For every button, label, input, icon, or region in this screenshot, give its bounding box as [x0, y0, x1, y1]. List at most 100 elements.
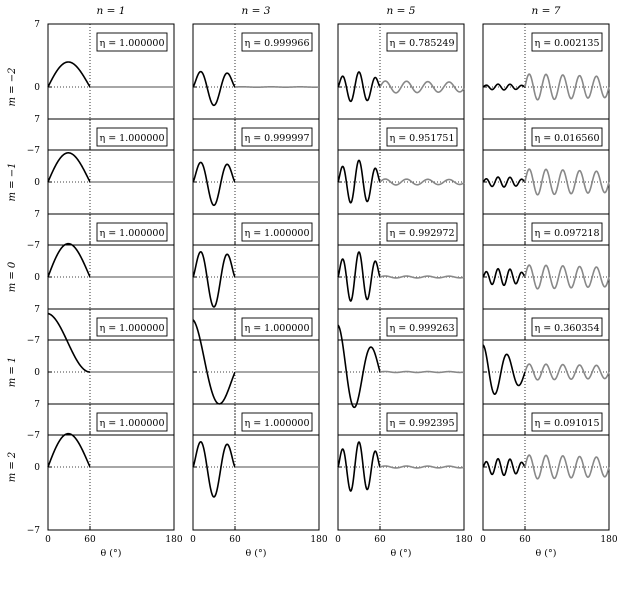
outside-curve: [524, 73, 610, 101]
y-tick-label: 7: [34, 210, 40, 220]
y-tick-label: −7: [27, 146, 41, 156]
inside-curve: [192, 319, 236, 405]
inside-curve: [192, 70, 236, 107]
panel: η = 0.992972: [337, 213, 465, 341]
inside-curve: [47, 242, 91, 278]
panel: η = 1.000000: [192, 403, 320, 531]
x-tick-label: 0: [190, 535, 196, 545]
eta-label: η = 1.000000: [99, 323, 164, 334]
eta-box: [386, 222, 458, 242]
eta-box: [531, 32, 603, 52]
eta-label: η = 0.016560: [534, 133, 599, 144]
eta-label: η = 0.999263: [389, 323, 454, 334]
eta-label: η = 0.992395: [389, 418, 454, 429]
eta-label: η = 1.000000: [244, 418, 309, 429]
x-axis-label: θ (°): [246, 548, 267, 559]
inside-curve: [47, 61, 91, 88]
y-tick-label: 7: [34, 305, 40, 315]
eta-box: [241, 32, 313, 52]
eta-box: [241, 127, 313, 147]
x-tick-label: 60: [229, 535, 241, 545]
panel: η = 1.000000: [47, 308, 175, 436]
eta-label: η = 1.000000: [99, 133, 164, 144]
eta-box: [96, 222, 168, 242]
x-tick-label: 180: [165, 535, 182, 545]
outside-curve: [379, 465, 465, 469]
eta-box: [241, 317, 313, 337]
x-axis-label: θ (°): [101, 548, 122, 559]
eta-label: η = 0.785249: [389, 38, 454, 49]
panel: η = 0.360354: [482, 308, 610, 436]
eta-box: [386, 127, 458, 147]
inside-curve: [337, 251, 381, 302]
outside-curve: [524, 168, 610, 196]
y-tick-label: 7: [34, 400, 40, 410]
x-tick-label: 0: [335, 535, 341, 545]
eta-box: [96, 32, 168, 52]
eta-box: [241, 222, 313, 242]
y-tick-label: 7: [34, 115, 40, 125]
eta-label: η = 0.097218: [534, 228, 599, 239]
inside-curve: [482, 83, 526, 91]
eta-label: η = 0.992972: [389, 228, 454, 239]
column-label: n = 5: [387, 5, 416, 17]
column-label: n = 1: [97, 5, 126, 17]
x-tick-label: 60: [374, 535, 386, 545]
x-tick-label: 180: [310, 535, 327, 545]
eta-box: [386, 412, 458, 432]
row-label: m = 2: [7, 452, 18, 483]
eta-label: η = 1.000000: [99, 418, 164, 429]
x-axis-label: θ (°): [536, 548, 557, 559]
panel: η = 1.000000: [192, 213, 320, 341]
y-tick-label: −7: [27, 336, 41, 346]
eta-box: [531, 412, 603, 432]
inside-curve: [47, 432, 91, 468]
panel: η = 1.000000: [47, 213, 175, 341]
inside-curve: [337, 71, 381, 103]
eta-box: [96, 412, 168, 432]
row-label: m = 0: [7, 261, 18, 292]
x-tick-label: 0: [480, 535, 486, 545]
x-tick-label: 60: [84, 535, 96, 545]
panel: η = 0.992395: [337, 403, 465, 531]
panel: η = 0.999263: [337, 308, 465, 436]
panel: η = 0.002135: [482, 23, 610, 151]
eta-box: [386, 32, 458, 52]
y-tick-label: −7: [27, 241, 41, 251]
eta-box: [531, 317, 603, 337]
y-tick-label: 0: [34, 463, 40, 473]
inside-curve: [47, 312, 91, 373]
eta-label: η = 1.000000: [99, 38, 164, 49]
outside-curve: [379, 275, 465, 279]
y-tick-label: 0: [34, 178, 40, 188]
panel: η = 0.091015: [482, 403, 610, 531]
outside-curve: [524, 264, 610, 290]
eta-label: η = 1.000000: [99, 228, 164, 239]
outside-curve: [524, 363, 610, 381]
panel: η = 0.999997: [192, 118, 320, 246]
row-label: m = 1: [7, 357, 18, 388]
panel: η = 1.000000: [47, 23, 175, 151]
eta-label: η = 0.951751: [389, 133, 454, 144]
panel: η = 1.000000: [47, 118, 175, 246]
inside-curve: [192, 441, 236, 498]
inside-curve: [482, 457, 526, 477]
x-tick-label: 60: [519, 535, 531, 545]
column-label: n = 7: [532, 5, 561, 17]
panel: η = 0.951751: [337, 118, 465, 246]
x-tick-label: 180: [455, 535, 472, 545]
y-tick-label: 7: [34, 20, 40, 30]
x-tick-label: 180: [600, 535, 617, 545]
inside-curve: [47, 152, 91, 183]
eta-label: η = 0.999966: [244, 38, 309, 49]
eta-box: [96, 127, 168, 147]
inside-curve: [482, 344, 526, 395]
panel: η = 0.016560: [482, 118, 610, 246]
outside-curve: [379, 370, 465, 374]
outside-curve: [379, 80, 465, 94]
y-tick-label: 0: [34, 83, 40, 93]
column-label: n = 3: [242, 5, 271, 17]
eta-label: η = 0.002135: [534, 38, 599, 49]
x-tick-label: 0: [45, 535, 51, 545]
